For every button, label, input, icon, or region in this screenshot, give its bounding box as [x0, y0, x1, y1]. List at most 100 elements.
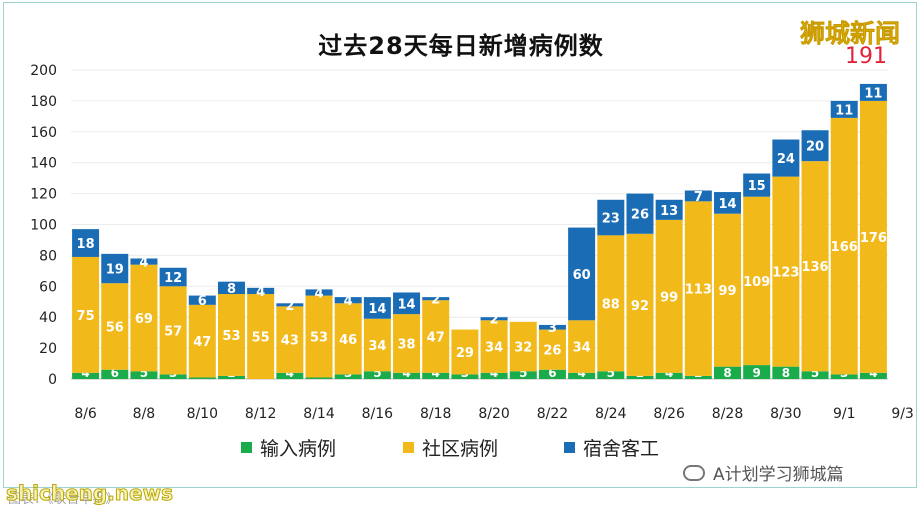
- data-label: 14: [368, 302, 386, 317]
- bar-segment: [130, 264, 158, 372]
- site-watermark: shicheng.news: [6, 481, 174, 506]
- bar-segment: [772, 139, 800, 177]
- bar-segment: [72, 256, 100, 373]
- bar-segment: [714, 192, 742, 214]
- data-label: 4: [139, 256, 148, 271]
- data-label: 14: [398, 297, 416, 312]
- wechat-account: A计划学习狮城篇: [683, 460, 844, 485]
- data-label: 57: [164, 324, 182, 339]
- data-label: 113: [685, 283, 712, 298]
- bar-segment: [859, 372, 887, 379]
- x-tick-label: 8/12: [245, 406, 276, 422]
- bar-segment: [830, 117, 858, 375]
- legend-item-dormitory: 宿舍客工: [564, 434, 659, 461]
- bar-segment: [334, 303, 362, 375]
- data-label: 46: [339, 333, 357, 348]
- data-label: 26: [631, 208, 649, 223]
- y-tick-label: 20: [39, 341, 57, 357]
- bar-segment: [626, 193, 654, 234]
- bar-segment: [276, 303, 304, 307]
- y-tick-label: 160: [30, 125, 57, 141]
- bar-segment: [422, 372, 450, 379]
- bar-segment: [655, 199, 683, 220]
- data-label: 4: [286, 366, 294, 380]
- x-tick-label: 8/16: [362, 406, 394, 422]
- y-tick-label: 60: [39, 279, 57, 295]
- bar-segment: [422, 300, 450, 373]
- legend-item-community: 社区病例: [403, 434, 498, 461]
- chart-legend: 输入病例 社区病例 宿舍客工: [0, 434, 922, 461]
- bar-segment: [568, 227, 596, 321]
- x-tick-label: 8/6: [74, 406, 97, 422]
- bar-segment: [393, 314, 421, 373]
- x-tick-label: 8/18: [420, 406, 451, 422]
- bar-segment: [480, 372, 508, 379]
- data-label: 23: [602, 212, 620, 227]
- x-tick-label: 8/14: [303, 406, 335, 422]
- data-label: 92: [631, 299, 649, 314]
- data-label: 32: [514, 341, 532, 356]
- bar-segment: [305, 377, 333, 379]
- x-tick-label: 8/8: [133, 406, 156, 422]
- data-label: 19: [106, 263, 124, 278]
- data-label: 5: [140, 366, 148, 380]
- data-label: 2: [431, 293, 440, 308]
- total-cases-label: 191: [845, 44, 887, 69]
- legend-label-imported: 输入病例: [260, 438, 337, 460]
- data-label: 43: [281, 334, 299, 349]
- data-label: 8: [723, 366, 731, 380]
- y-tick-label: 200: [30, 63, 57, 79]
- bar-segment: [188, 377, 216, 379]
- y-tick-label: 0: [48, 372, 57, 388]
- bar-segment: [568, 320, 596, 373]
- legend-swatch-dormitory: [564, 442, 575, 453]
- data-label: 176: [860, 231, 887, 246]
- bar-segment: [334, 297, 362, 304]
- data-label: 14: [718, 197, 736, 212]
- bar-segment: [72, 372, 100, 379]
- legend-item-imported: 输入病例: [241, 434, 336, 461]
- data-label: 11: [864, 86, 882, 101]
- bar-segment: [480, 317, 508, 321]
- data-label: 9: [753, 366, 761, 380]
- bar-segment: [655, 372, 683, 379]
- bar-segment: [247, 287, 275, 295]
- bar-segment: [101, 369, 129, 379]
- bar-segment: [772, 176, 800, 367]
- x-tick-label: 8/22: [537, 406, 568, 422]
- y-tick-label: 40: [39, 310, 57, 326]
- bar-segment: [684, 375, 712, 379]
- wechat-icon: [683, 464, 705, 481]
- y-tick-label: 100: [30, 218, 57, 234]
- legend-swatch-community: [403, 442, 414, 453]
- data-label: 75: [77, 309, 95, 324]
- data-label: 15: [748, 179, 766, 194]
- bar-segment: [684, 201, 712, 376]
- data-label: 4: [81, 366, 89, 380]
- data-label: 3: [548, 321, 557, 336]
- bar-segment: [597, 199, 625, 236]
- data-label: 12: [164, 271, 182, 286]
- source-caption: 图表：《联合早报》: [8, 492, 119, 507]
- legend-label-community: 社区病例: [422, 438, 499, 460]
- bar-segment: [130, 371, 158, 379]
- bar-segment: [684, 190, 712, 202]
- x-tick-label: 8/24: [595, 406, 627, 422]
- bar-segment: [276, 372, 304, 379]
- bar-segment: [830, 374, 858, 379]
- bar-segment: [743, 196, 771, 366]
- data-label: 4: [432, 366, 440, 380]
- y-tick-label: 80: [39, 248, 57, 264]
- data-label: 4: [490, 366, 498, 380]
- x-tick-label: 9/1: [833, 406, 856, 422]
- bar-segment: [801, 130, 829, 162]
- bar-segment: [568, 372, 596, 379]
- bar-segment: [159, 267, 187, 287]
- data-label: 99: [718, 284, 736, 299]
- bar-segment: [393, 292, 421, 315]
- data-label: 5: [519, 366, 527, 380]
- x-tick-label: 8/28: [712, 406, 743, 422]
- bar-segment: [159, 374, 187, 379]
- data-label: 6: [198, 294, 207, 309]
- data-label: 6: [111, 366, 119, 380]
